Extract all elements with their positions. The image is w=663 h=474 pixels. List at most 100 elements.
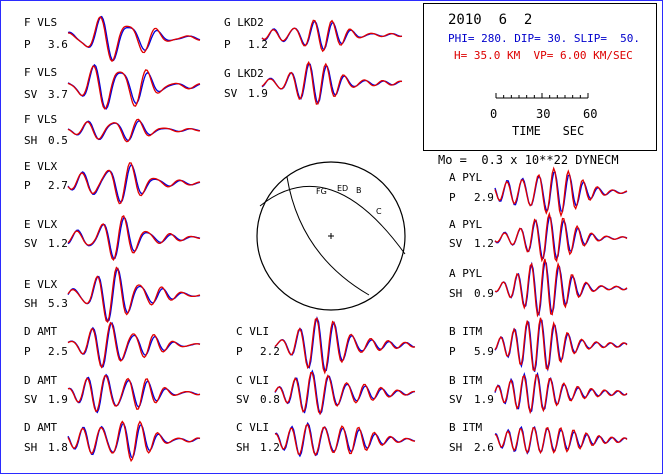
trace-station-label: F VLS xyxy=(24,113,58,126)
trace-phase-label: P xyxy=(449,191,456,204)
synthetic-waveform xyxy=(67,266,201,324)
trace-amplitude-label: 5.9 xyxy=(474,345,494,358)
synthetic-waveform xyxy=(494,166,628,218)
trace-phase-label: SV xyxy=(449,393,463,406)
trace-phase-label: P xyxy=(24,179,31,192)
trace-amplitude-label: 1.9 xyxy=(48,393,68,406)
trace-phase-label: SV xyxy=(449,237,463,250)
trace-amplitude-label: 1.9 xyxy=(248,87,268,100)
trace-amplitude-label: 0.8 xyxy=(260,393,280,406)
synthetic-waveform xyxy=(494,374,628,415)
trace-amplitude-label: 1.2 xyxy=(474,237,494,250)
trace-station-label: A PYL xyxy=(449,267,483,280)
synthetic-waveform xyxy=(494,211,628,263)
trace-amplitude-label: 1.2 xyxy=(248,38,268,51)
observed-waveform xyxy=(67,321,201,369)
trace-phase-label: P xyxy=(449,345,456,358)
trace-station-label: E VLX xyxy=(24,218,58,231)
trace-amplitude-label: 3.6 xyxy=(48,38,68,51)
station-code-label: FG xyxy=(316,187,327,196)
trace-station-label: C VLI xyxy=(236,421,270,434)
trace-amplitude-label: 2.7 xyxy=(48,179,68,192)
observed-waveform xyxy=(494,318,628,372)
trace-amplitude-label: 2.6 xyxy=(474,441,494,454)
trace-station-label: C VLI xyxy=(236,374,270,387)
trace-phase-label: SH xyxy=(24,297,38,310)
trace-station-label: B ITM xyxy=(449,421,483,434)
trace-amplitude-label: 1.9 xyxy=(474,393,494,406)
station-code-label: C xyxy=(376,207,382,216)
observed-waveform xyxy=(261,20,402,51)
synthetic-waveform xyxy=(494,258,628,318)
synthetic-waveform xyxy=(261,60,403,105)
trace-station-label: D AMT xyxy=(24,421,58,434)
trace-phase-label: SH xyxy=(449,287,463,300)
trace-amplitude-label: 0.5 xyxy=(48,134,68,147)
trace-station-label: G LKD2 xyxy=(224,16,264,29)
trace-amplitude-label: 2.9 xyxy=(474,191,494,204)
synthetic-waveform xyxy=(67,420,201,463)
trace-amplitude-label: 5.3 xyxy=(48,297,68,310)
synthetic-waveform xyxy=(274,371,415,416)
synthetic-waveform xyxy=(67,214,201,262)
trace-station-label: B ITM xyxy=(449,325,483,338)
trace-amplitude-label: 1.8 xyxy=(48,441,68,454)
synthetic-waveform xyxy=(67,118,201,143)
focal-mechanism-params: PHI= 280. DIP= 30. SLIP= 50. xyxy=(448,32,641,45)
time-scale-tick-label: 60 xyxy=(583,107,598,121)
trace-amplitude-label: 1.2 xyxy=(48,237,68,250)
trace-phase-label: SV xyxy=(224,87,238,100)
trace-amplitude-label: 1.2 xyxy=(260,441,280,454)
synthetic-waveform xyxy=(67,162,201,205)
observed-waveform xyxy=(274,316,416,372)
observed-waveform xyxy=(67,216,201,260)
trace-phase-label: SH xyxy=(449,441,463,454)
observed-waveform xyxy=(67,63,201,110)
trace-station-label: A PYL xyxy=(449,171,483,184)
focal-sphere xyxy=(256,161,406,311)
trace-phase-label: P xyxy=(24,345,31,358)
trace-station-label: B ITM xyxy=(449,374,483,387)
time-scale-unit: TIME SEC xyxy=(512,124,585,138)
station-code-label: ED xyxy=(337,184,348,193)
synthetic-waveform xyxy=(274,423,416,457)
trace-amplitude-label: 2.2 xyxy=(260,345,280,358)
time-scale-tick-label: 30 xyxy=(536,107,551,121)
synthetic-waveform xyxy=(67,15,201,63)
synthetic-waveform xyxy=(67,374,201,413)
trace-phase-label: SV xyxy=(24,237,38,250)
nodal-plane xyxy=(286,176,370,296)
trace-amplitude-label: 2.5 xyxy=(48,345,68,358)
trace-amplitude-label: 3.7 xyxy=(48,88,68,101)
trace-phase-label: SV xyxy=(236,393,250,406)
trace-station-label: D AMT xyxy=(24,374,58,387)
trace-station-label: E VLX xyxy=(24,278,58,291)
nodal-plane xyxy=(259,185,406,255)
station-code-label: B xyxy=(356,186,362,195)
depth-velocity-params: H= 35.0 KM VP= 6.00 KM/SEC xyxy=(454,49,633,62)
synthetic-waveform xyxy=(261,19,403,53)
trace-station-label: A PYL xyxy=(449,218,483,231)
observed-waveform xyxy=(494,171,628,213)
event-date: 2010 6 2 xyxy=(448,12,533,28)
trace-station-label: F VLS xyxy=(24,66,58,79)
solution-info-box: 2010 6 2 PHI= 280. DIP= 30. SLIP= 50. H=… xyxy=(423,3,657,151)
trace-phase-label: SH xyxy=(24,134,38,147)
synthetic-waveform xyxy=(67,65,201,110)
observed-waveform xyxy=(494,259,628,317)
trace-station-label: E VLX xyxy=(24,160,58,173)
trace-phase-label: P xyxy=(24,38,31,51)
trace-phase-label: SV xyxy=(24,88,38,101)
trace-station-label: C VLI xyxy=(236,325,270,338)
observed-waveform xyxy=(261,62,403,105)
trace-phase-label: SH xyxy=(236,441,250,454)
trace-station-label: F VLS xyxy=(24,16,58,29)
trace-phase-label: SH xyxy=(24,441,38,454)
seismic-moment: Mo = 0.3 x 10**22 DYNECM xyxy=(438,153,619,167)
synthetic-waveform xyxy=(494,426,628,455)
synthetic-waveform xyxy=(67,321,201,369)
trace-phase-label: P xyxy=(224,38,231,51)
synthetic-waveform xyxy=(494,317,628,372)
